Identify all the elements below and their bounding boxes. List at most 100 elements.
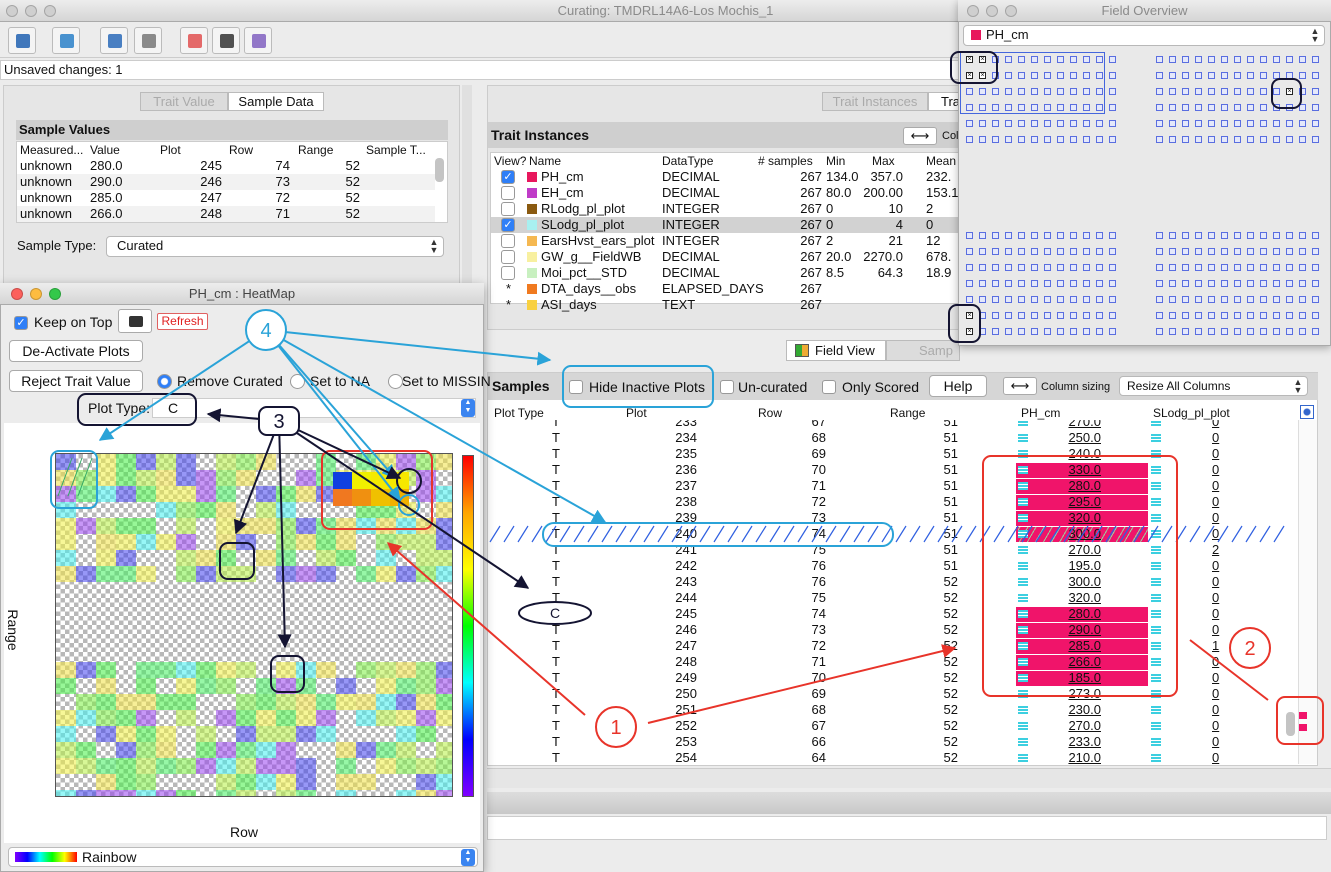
heatmap-cell[interactable] bbox=[276, 662, 296, 678]
heatmap-cell[interactable] bbox=[376, 518, 396, 534]
plot-cell[interactable] bbox=[1195, 264, 1202, 271]
snapshot-button[interactable] bbox=[118, 309, 152, 333]
plot-cell[interactable] bbox=[1018, 264, 1025, 271]
plot-cell[interactable] bbox=[992, 280, 999, 287]
plot-cell[interactable] bbox=[1182, 72, 1189, 79]
plot-cell[interactable] bbox=[1109, 296, 1116, 303]
plot-cell[interactable] bbox=[1044, 232, 1051, 239]
plot-cell[interactable] bbox=[992, 120, 999, 127]
plot-cell[interactable] bbox=[1169, 312, 1176, 319]
plot-cell[interactable] bbox=[1044, 264, 1051, 271]
palette-select[interactable] bbox=[8, 847, 478, 867]
heatmap-cell[interactable] bbox=[296, 758, 316, 774]
window-button[interactable] bbox=[30, 288, 42, 300]
heatmap-cell[interactable] bbox=[416, 758, 436, 774]
plot-type-field[interactable] bbox=[152, 398, 476, 418]
plot-cell[interactable] bbox=[1044, 136, 1051, 143]
heatmap-cell[interactable] bbox=[96, 758, 116, 774]
plot-cell[interactable] bbox=[1005, 296, 1012, 303]
plot-cell[interactable] bbox=[1247, 264, 1254, 271]
plot-cell[interactable] bbox=[1109, 120, 1116, 127]
plot-cell[interactable] bbox=[1195, 120, 1202, 127]
plot-cell[interactable] bbox=[1005, 56, 1012, 63]
plot-cell[interactable] bbox=[1169, 248, 1176, 255]
heatmap-cell[interactable] bbox=[436, 710, 452, 726]
plot-cell[interactable] bbox=[1260, 312, 1267, 319]
plot-cell[interactable] bbox=[1005, 88, 1012, 95]
checkbox[interactable] bbox=[501, 234, 515, 248]
plot-cell[interactable] bbox=[1070, 88, 1077, 95]
plot-cell[interactable] bbox=[1221, 88, 1228, 95]
plot-cell[interactable] bbox=[1096, 232, 1103, 239]
heatmap-cell[interactable] bbox=[416, 470, 436, 486]
plot-cell[interactable] bbox=[1286, 56, 1293, 63]
heatmap-cell[interactable] bbox=[296, 710, 316, 726]
heatmap-cell[interactable] bbox=[196, 470, 216, 486]
plot-cell[interactable] bbox=[1031, 328, 1038, 335]
tab[interactable]: Field View bbox=[786, 340, 886, 361]
heatmap-cell[interactable] bbox=[96, 486, 116, 502]
plot-cell[interactable] bbox=[1018, 248, 1025, 255]
plot-cell[interactable] bbox=[1286, 328, 1293, 335]
plot-cell[interactable] bbox=[966, 104, 973, 111]
heatmap-cell[interactable] bbox=[56, 678, 76, 694]
heatmap-cell[interactable] bbox=[376, 550, 396, 566]
heatmap-cell[interactable] bbox=[256, 774, 276, 790]
heatmap-cell[interactable] bbox=[136, 566, 156, 582]
plot-cell[interactable] bbox=[979, 120, 986, 127]
heatmap-cell[interactable] bbox=[96, 694, 116, 710]
plot-cell[interactable] bbox=[1057, 312, 1064, 319]
heatmap-cell[interactable] bbox=[276, 518, 296, 534]
plot-cell[interactable] bbox=[1156, 312, 1163, 319]
plot-cell[interactable] bbox=[1312, 296, 1319, 303]
trait-select[interactable] bbox=[963, 25, 1325, 46]
plot-cell[interactable] bbox=[1169, 264, 1176, 271]
plot-cell[interactable] bbox=[1247, 88, 1254, 95]
window-button[interactable] bbox=[967, 5, 979, 17]
plot-cell[interactable] bbox=[1299, 264, 1306, 271]
plot-cell[interactable] bbox=[1299, 72, 1306, 79]
plot-cell[interactable] bbox=[1156, 120, 1163, 127]
plot-cell[interactable] bbox=[1031, 296, 1038, 303]
plot-cell[interactable] bbox=[966, 88, 973, 95]
plot-cell[interactable] bbox=[1070, 296, 1077, 303]
plot-cell[interactable] bbox=[1247, 104, 1254, 111]
plot-cell[interactable] bbox=[1312, 232, 1319, 239]
plot-cell[interactable] bbox=[966, 120, 973, 127]
heatmap-cell[interactable] bbox=[176, 694, 196, 710]
heatmap-cell[interactable] bbox=[416, 710, 436, 726]
heatmap-cell[interactable] bbox=[436, 550, 452, 566]
plot-cell[interactable] bbox=[1247, 280, 1254, 287]
plot-cell[interactable] bbox=[1031, 312, 1038, 319]
heatmap-cell[interactable] bbox=[116, 742, 136, 758]
plot-cell[interactable] bbox=[1057, 120, 1064, 127]
heatmap-cell[interactable] bbox=[116, 566, 136, 582]
plot-cell[interactable] bbox=[1005, 72, 1012, 79]
plot-cell[interactable] bbox=[1018, 88, 1025, 95]
heatmap-cell[interactable] bbox=[276, 790, 296, 796]
plot-cell[interactable] bbox=[1031, 280, 1038, 287]
heatmap-cell[interactable] bbox=[196, 758, 216, 774]
plot-cell[interactable] bbox=[992, 264, 999, 271]
plot-cell[interactable] bbox=[1208, 136, 1215, 143]
plot-cell[interactable] bbox=[1070, 248, 1077, 255]
heatmap-cell[interactable] bbox=[236, 534, 256, 550]
heatmap-cell[interactable] bbox=[136, 726, 156, 742]
plot-cell[interactable] bbox=[1234, 136, 1241, 143]
plot-cell[interactable] bbox=[979, 280, 986, 287]
plot-cell[interactable] bbox=[966, 232, 973, 239]
heatmap-cell[interactable] bbox=[156, 742, 176, 758]
plot-cell[interactable] bbox=[1195, 136, 1202, 143]
plot-cell[interactable] bbox=[992, 88, 999, 95]
plot-cell[interactable] bbox=[1208, 280, 1215, 287]
heatmap-cell[interactable] bbox=[316, 566, 336, 582]
heatmap-cell[interactable] bbox=[356, 566, 376, 582]
heatmap-cell[interactable] bbox=[156, 758, 176, 774]
plot-cell[interactable] bbox=[992, 328, 999, 335]
plot-cell[interactable] bbox=[1234, 104, 1241, 111]
heatmap-cell[interactable] bbox=[416, 774, 436, 790]
plot-cell[interactable] bbox=[1083, 248, 1090, 255]
heatmap-cell[interactable] bbox=[296, 678, 316, 694]
heatmap-cell[interactable] bbox=[416, 550, 436, 566]
plot-cell[interactable] bbox=[1044, 104, 1051, 111]
